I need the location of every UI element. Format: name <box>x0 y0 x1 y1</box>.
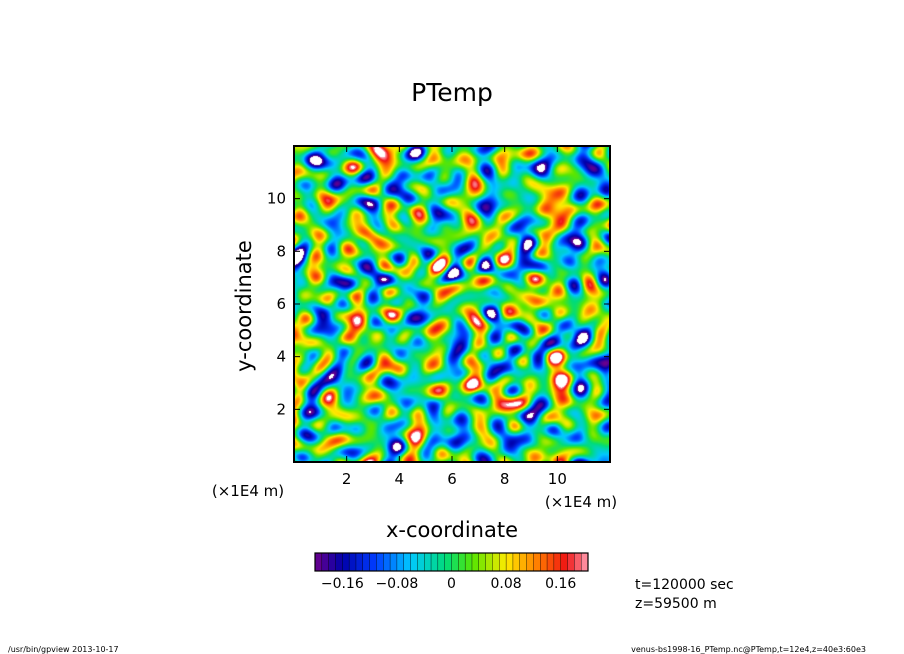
y-tick-label: 6 <box>276 295 286 313</box>
colorbar-cell <box>512 552 521 572</box>
colorbar-cell <box>376 552 384 572</box>
colorbar-cell <box>430 552 439 572</box>
height-info: z=59500 m <box>635 596 717 612</box>
colorbar-cell <box>383 552 391 572</box>
colorbar-cell <box>410 552 418 572</box>
x-tick-label: 4 <box>395 470 405 488</box>
colorbar-cell <box>485 552 493 572</box>
x-unit-label-right: (×1E4 m) <box>545 493 617 511</box>
colorbar-cell <box>444 552 452 572</box>
colorbar-cell <box>560 552 569 572</box>
footer-right: venus-bs1998-16_PTemp.nc@PTemp,t=12e4,z=… <box>631 645 866 654</box>
x-tick-label: 8 <box>500 470 510 488</box>
colorbar-cell <box>321 552 330 572</box>
colorbar-cell <box>540 552 548 572</box>
colorbar-cell <box>342 552 350 572</box>
colorbar-cell <box>458 552 466 572</box>
x-tick-label: 6 <box>447 470 457 488</box>
colorbar-cell <box>546 552 555 572</box>
colorbar-cell <box>437 552 446 572</box>
colorbar-cell <box>396 552 405 572</box>
colorbar-cell <box>471 552 480 572</box>
y-tick-label: 4 <box>276 348 286 366</box>
colorbar-cell <box>519 552 528 572</box>
colorbar-cell <box>335 552 343 572</box>
colorbar-cell <box>492 552 500 572</box>
time-info: t=120000 sec <box>635 577 734 593</box>
colorbar-cell <box>553 552 562 572</box>
colorbar-cell <box>580 552 589 572</box>
plot-area <box>293 145 611 463</box>
y-tick-label: 8 <box>276 242 286 260</box>
colorbar-tick-label: 0 <box>447 576 456 592</box>
colorbar-cell <box>574 552 582 572</box>
colorbar-cell <box>424 552 432 572</box>
colorbar-cell <box>314 552 323 572</box>
ptemp-field-image <box>294 146 610 462</box>
colorbar-frame <box>314 552 589 572</box>
x-unit-label-left: (×1E4 m) <box>212 482 284 500</box>
colorbar-tick-label: −0.16 <box>321 576 364 592</box>
x-tick-label: 2 <box>342 470 352 488</box>
colorbar-tick-label: 0.16 <box>545 576 576 592</box>
colorbar-cell <box>403 552 412 572</box>
colorbar <box>314 552 589 572</box>
colorbar-tick-labels: −0.16 −0.08 0 0.08 0.16 <box>321 576 577 592</box>
colorbar-cell <box>526 552 534 572</box>
colorbar-cell <box>464 552 473 572</box>
colorbar-cell <box>355 552 364 572</box>
colorbar-cell <box>505 552 514 572</box>
colorbar-tick-label: 0.08 <box>491 576 522 592</box>
footer-left: /usr/bin/gpview 2013-10-17 <box>8 645 119 654</box>
colorbar-cell <box>478 552 487 572</box>
y-tick-label: 10 <box>267 190 286 208</box>
colorbar-cell <box>328 552 336 572</box>
y-tick-label: 2 <box>276 400 286 418</box>
x-axis-label: x-coordinate <box>386 518 518 542</box>
colorbar-cell <box>362 552 371 572</box>
colorbar-cell <box>417 552 425 572</box>
colorbar-cell <box>369 552 377 572</box>
colorbar-cell <box>533 552 541 572</box>
colorbar-cell <box>499 552 507 572</box>
x-tick-label: 10 <box>548 470 567 488</box>
colorbar-cell <box>389 552 398 572</box>
x-axis-ticks: 2 4 6 8 10 <box>342 146 567 488</box>
y-axis-ticks: 2 4 6 8 10 <box>267 190 610 418</box>
colorbar-tick-label: −0.08 <box>375 576 418 592</box>
colorbar-cell <box>451 552 459 572</box>
colorbar-cell <box>567 552 575 572</box>
y-axis-label: y-coordinate <box>232 240 256 372</box>
chart-title: PTemp <box>411 78 493 107</box>
colorbar-cell <box>348 552 357 572</box>
